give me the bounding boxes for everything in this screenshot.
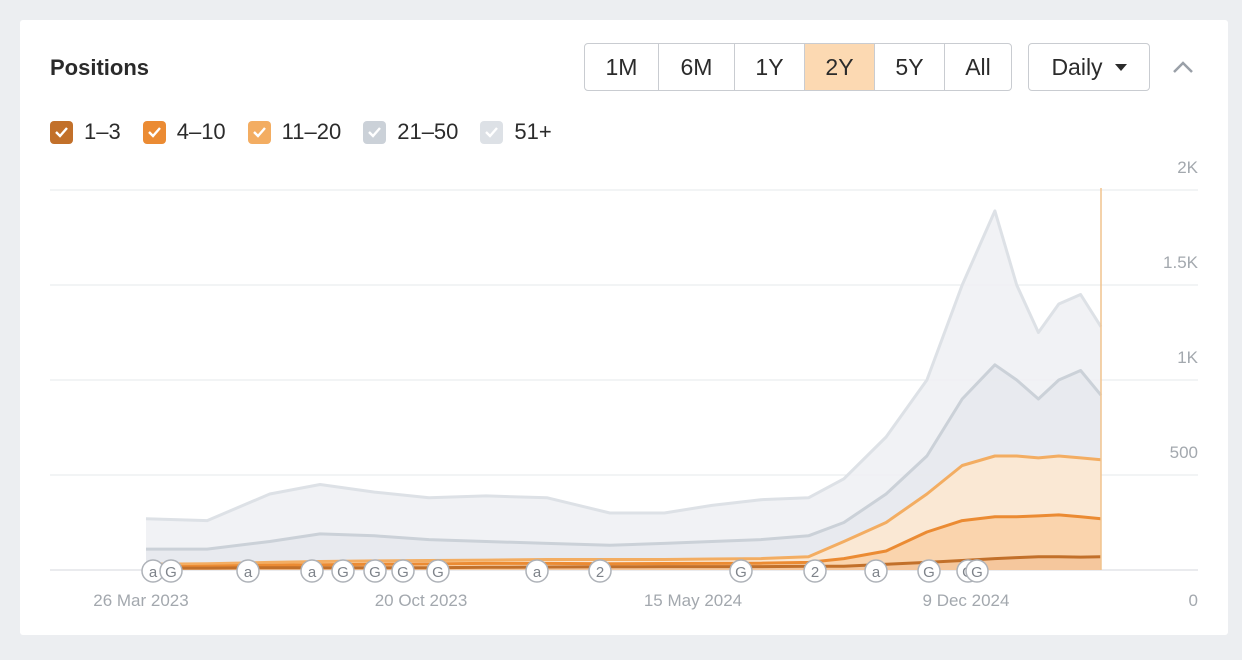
legend-item-1-3[interactable]: 1–3 (50, 119, 121, 145)
event-marker[interactable]: a (525, 559, 549, 583)
y-tick-label: 1.5K (1163, 253, 1199, 272)
range-label: 1Y (755, 53, 784, 80)
event-marker[interactable]: a (864, 559, 888, 583)
series-area (146, 210, 1101, 570)
range-label: 5Y (895, 53, 924, 80)
page-title: Positions (50, 55, 150, 80)
event-marker-circle (236, 559, 260, 583)
event-marker-circle (729, 559, 753, 583)
event-marker[interactable]: G (917, 559, 941, 583)
event-marker-label: a (149, 564, 158, 581)
chart-legend: 1–3 4–10 11–20 21–50 51+ (50, 119, 574, 145)
event-marker-circle (391, 559, 415, 583)
range-label: 6M (680, 53, 713, 80)
range-button-1m[interactable]: 1M (585, 44, 659, 90)
legend-label: 51+ (514, 119, 552, 144)
event-marker[interactable]: a (236, 559, 260, 583)
series-line (145, 209, 1103, 523)
legend-label: 11–20 (281, 119, 342, 144)
event-marker[interactable]: 2 (803, 559, 827, 583)
checkbox-icon[interactable] (363, 120, 387, 144)
event-marker-label: G (923, 564, 935, 581)
x-tick-label: 26 Mar 2023 (93, 591, 188, 610)
caret-down-icon (1114, 63, 1127, 71)
event-marker-circle (300, 559, 324, 583)
series-line (146, 363, 1103, 551)
event-marker[interactable]: G (965, 559, 989, 583)
event-marker[interactable]: G (426, 559, 450, 583)
event-marker-label: 2 (596, 564, 604, 581)
x-tick-label: 15 May 2024 (644, 591, 742, 610)
legend-label: 4–10 (176, 119, 226, 144)
legend-item-51-plus[interactable]: 51+ (480, 119, 552, 145)
event-marker[interactable]: G (331, 559, 355, 583)
event-marker-circle (525, 559, 549, 583)
series-area (146, 456, 1101, 570)
collapse-button[interactable] (1168, 53, 1198, 81)
range-button-all[interactable]: All (945, 44, 1011, 90)
event-marker-circle (331, 559, 355, 583)
y-tick-label: 500 (1170, 443, 1198, 462)
event-marker[interactable]: a (300, 559, 324, 583)
event-marker[interactable]: G (159, 559, 183, 583)
time-range-selector: 1M 6M 1Y 2Y 5Y All (584, 43, 1012, 91)
event-marker-label: a (244, 564, 253, 581)
legend-item-21-50[interactable]: 21–50 (363, 119, 458, 145)
series-line (146, 555, 1102, 570)
event-marker-label: G (369, 564, 381, 581)
y-tick-label: 0 (1189, 591, 1198, 610)
event-marker-label: a (533, 564, 542, 581)
range-button-6m[interactable]: 6M (659, 44, 735, 90)
legend-label: 21–50 (397, 119, 459, 144)
interval-dropdown[interactable]: Daily (1028, 43, 1150, 91)
event-marker-circle (965, 559, 989, 583)
event-marker-label: G (337, 564, 349, 581)
checkbox-icon[interactable] (480, 120, 504, 144)
range-label: All (965, 53, 991, 80)
legend-item-4-10[interactable]: 4–10 (142, 119, 226, 145)
x-tick-label: 9 Dec 2024 (923, 591, 1010, 610)
event-marker-circle (426, 559, 450, 583)
series-area (146, 364, 1101, 570)
event-marker-label: G (735, 564, 747, 581)
event-marker[interactable]: G (363, 559, 387, 583)
range-button-5y[interactable]: 5Y (875, 44, 945, 90)
series-line (145, 513, 1102, 569)
checkbox-icon[interactable] (142, 120, 166, 144)
legend-label: 1–3 (84, 119, 121, 144)
range-label: 2Y (825, 53, 854, 80)
event-marker-label: a (872, 564, 881, 581)
x-tick-label: 20 Oct 2023 (375, 591, 468, 610)
positions-card: Positions 1M 6M 1Y 2Y 5Y All Daily 1–3 4… (20, 20, 1228, 635)
event-marker-label: G (971, 564, 983, 581)
chevron-up-icon (1173, 61, 1193, 73)
legend-item-11-20[interactable]: 11–20 (247, 119, 342, 145)
checkbox-icon[interactable] (50, 120, 73, 144)
checkbox-icon[interactable] (247, 120, 271, 144)
event-marker[interactable]: G (729, 559, 753, 583)
event-marker-label: G (432, 564, 444, 581)
range-button-1y[interactable]: 1Y (735, 44, 805, 90)
range-label: 1M (605, 53, 638, 80)
event-marker-circle (159, 559, 183, 583)
event-marker-label: a (308, 564, 317, 581)
event-marker-label: G (397, 564, 409, 581)
range-button-2y[interactable]: 2Y (805, 44, 875, 90)
event-marker-circle (917, 559, 941, 583)
event-marker-label: 2 (811, 564, 819, 581)
event-marker-circle (864, 559, 888, 583)
event-marker[interactable]: 2 (588, 559, 612, 583)
positions-chart: 0 500 1K 1.5K 2K 26 Mar 2023 20 Oct 2023 15 May… (50, 158, 1199, 610)
interval-label: Daily (1051, 53, 1103, 80)
event-marker-circle (363, 559, 387, 583)
event-marker-circle (803, 559, 827, 583)
event-marker[interactable]: G (391, 559, 415, 583)
event-marker[interactable]: a (141, 559, 165, 583)
event-marker-circle (588, 559, 612, 583)
series-line (145, 454, 1102, 566)
event-marker-label: G (165, 564, 177, 581)
y-tick-label: 2K (1177, 158, 1198, 177)
y-tick-label: 1K (1177, 348, 1198, 367)
